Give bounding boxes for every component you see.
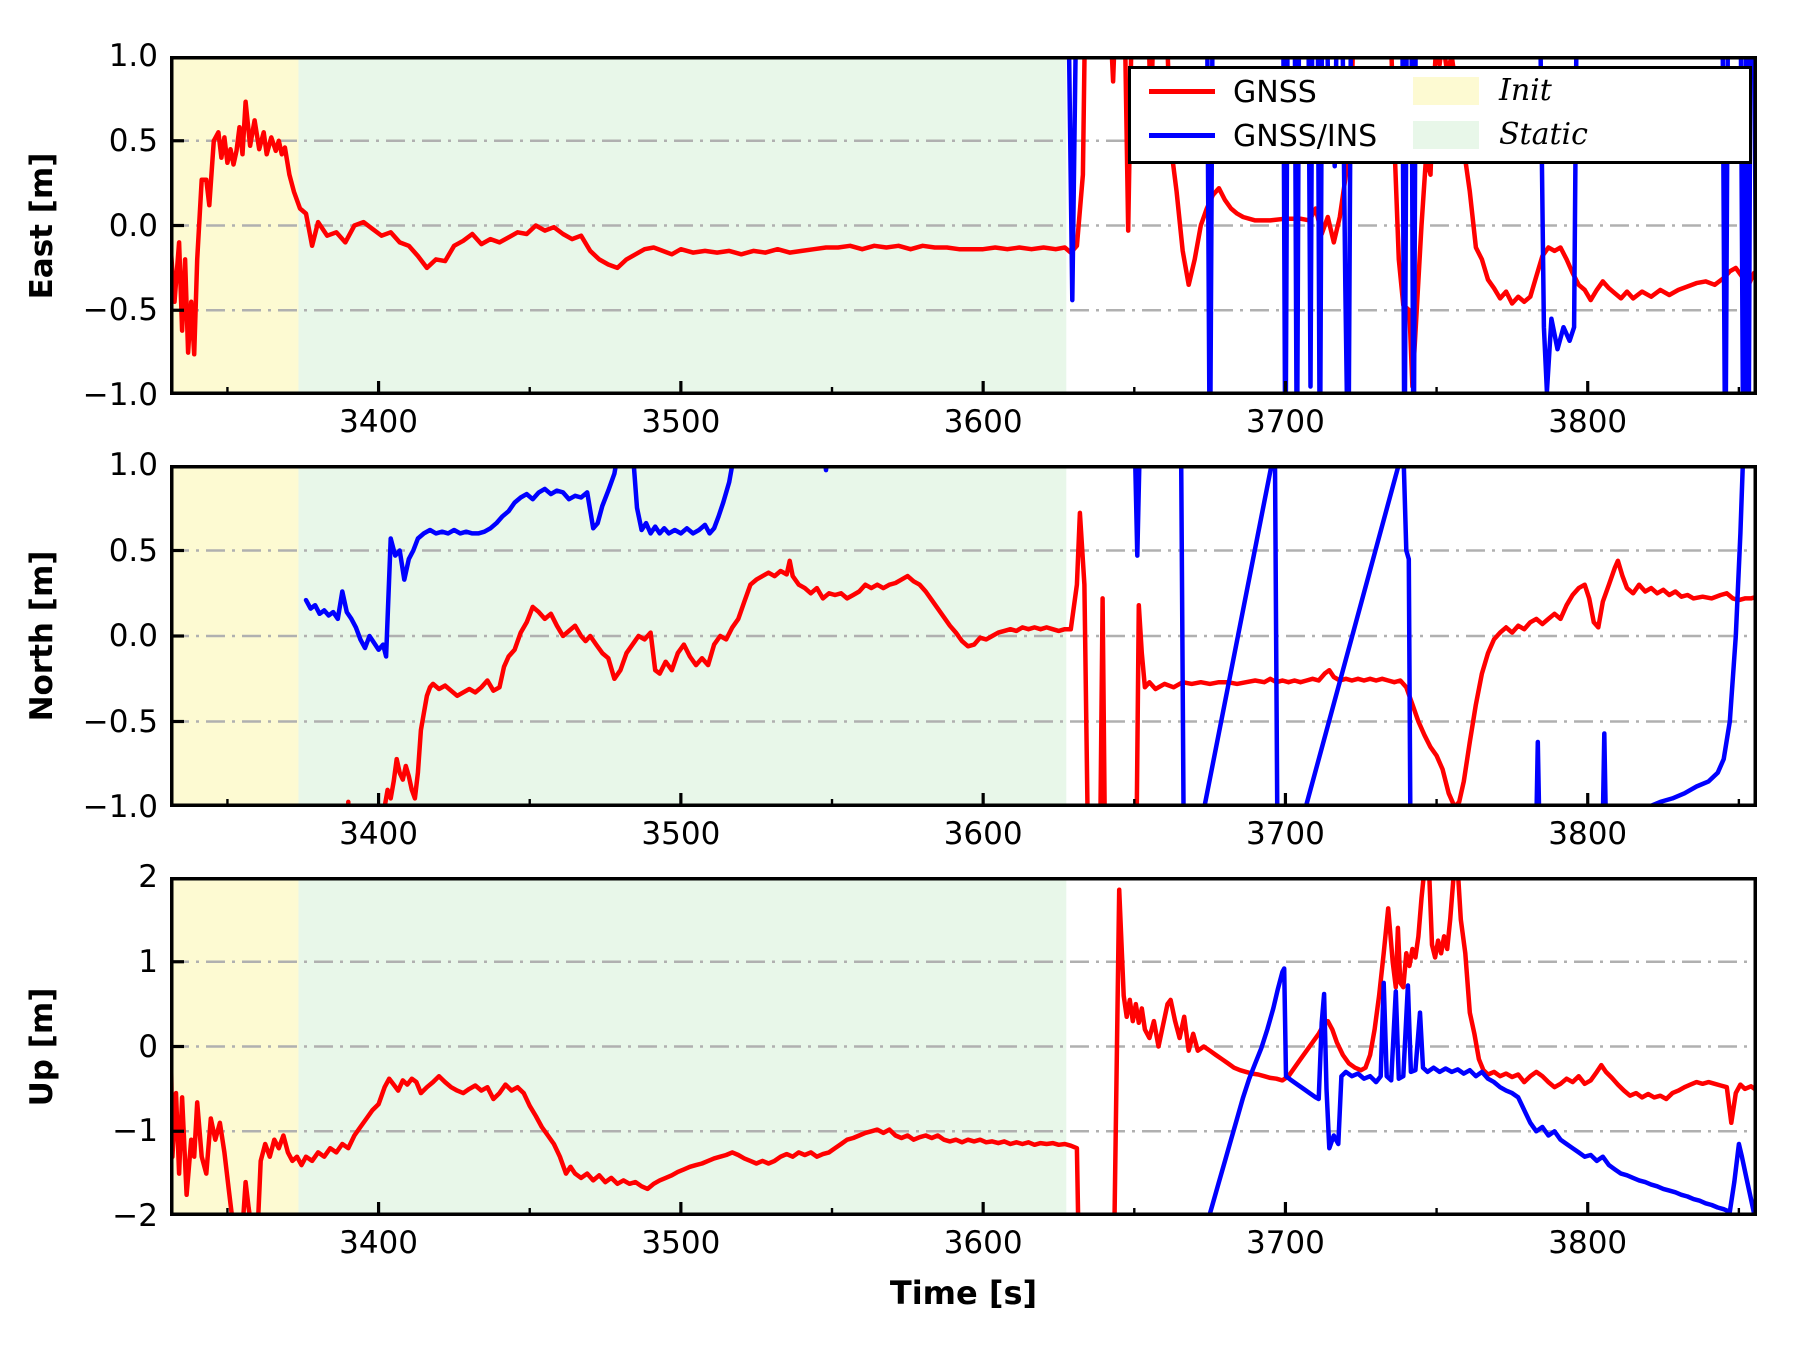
legend-label: GNSS/INS	[1233, 119, 1378, 154]
legend-label: GNSS	[1233, 75, 1317, 110]
x-tick-label: 3500	[641, 404, 721, 440]
y-tick-label: 0.0	[108, 207, 158, 244]
axes-spines	[170, 465, 1757, 807]
legend-patch-swatch-init	[1413, 77, 1479, 105]
subplot-up	[170, 877, 1757, 1216]
x-tick-label: 3700	[1245, 404, 1325, 440]
legend-row: GNSS Init	[1131, 69, 1749, 113]
x-tick-label: 3500	[641, 1225, 721, 1261]
plot-area	[170, 56, 1757, 395]
x-axis-label-time: Time [s]	[889, 1274, 1038, 1312]
y-tick-label: −2	[112, 1198, 158, 1234]
y-tick-label: 1.0	[108, 38, 158, 74]
x-tick-label: 3600	[943, 404, 1023, 440]
legend-patch-swatch-static	[1413, 121, 1479, 149]
x-tick-label: 3400	[339, 404, 419, 440]
y-axis-label-north: North [m]	[24, 550, 60, 722]
plot-area	[170, 877, 1757, 1216]
y-tick-label: 0.0	[108, 618, 158, 654]
y-tick-label: −1.0	[82, 789, 158, 825]
y-tick-label: −0.5	[82, 703, 158, 740]
gnss-ins-line	[1066, 56, 1757, 395]
axes-spines	[170, 56, 1757, 395]
y-tick-label: 2	[138, 859, 158, 895]
x-tick-label: 3700	[1245, 1225, 1325, 1261]
x-tick-label: 3500	[641, 816, 721, 852]
x-tick-label: 3800	[1548, 816, 1628, 852]
y-axis-label-up: Up [m]	[24, 987, 60, 1106]
subplot-east	[170, 56, 1757, 395]
y-tick-label: 1	[138, 943, 158, 980]
legend-patch-label: Static	[1499, 117, 1588, 152]
y-tick-label: 0.5	[108, 122, 158, 159]
x-tick-label: 3600	[943, 816, 1023, 852]
y-tick-label: −0.5	[82, 292, 158, 329]
gnss-line	[170, 56, 1757, 389]
y-tick-label: 0.5	[108, 532, 158, 569]
y-tick-label: −1.0	[82, 377, 158, 413]
x-tick-label: 3800	[1548, 1225, 1628, 1261]
gnss-line	[170, 510, 1757, 807]
x-tick-label: 3400	[339, 1225, 419, 1261]
y-axis-label-east: East [m]	[24, 152, 60, 299]
legend-row: GNSS/INS Static	[1131, 113, 1749, 157]
x-tick-label: 3800	[1548, 404, 1628, 440]
y-tick-label: 1.0	[108, 447, 158, 483]
plot-area	[170, 465, 1757, 807]
y-tick-label: −1	[112, 1113, 158, 1150]
legend-line-swatch-ins	[1149, 133, 1215, 138]
subplot-north	[170, 465, 1757, 807]
x-tick-label: 3700	[1245, 816, 1325, 852]
gnss-ins-line	[1206, 966, 1757, 1216]
legend-patch-label: Init	[1499, 73, 1552, 108]
x-tick-label: 3600	[943, 1225, 1023, 1261]
legend: GNSS Init GNSS/INS Static	[1128, 66, 1752, 164]
y-tick-label: 0	[138, 1028, 158, 1065]
legend-line-swatch-gnss	[1149, 89, 1215, 94]
x-tick-label: 3400	[339, 816, 419, 852]
gnss-ins-line	[303, 465, 1746, 807]
gnss-line	[170, 877, 1757, 1216]
axes-spines	[170, 877, 1757, 1216]
